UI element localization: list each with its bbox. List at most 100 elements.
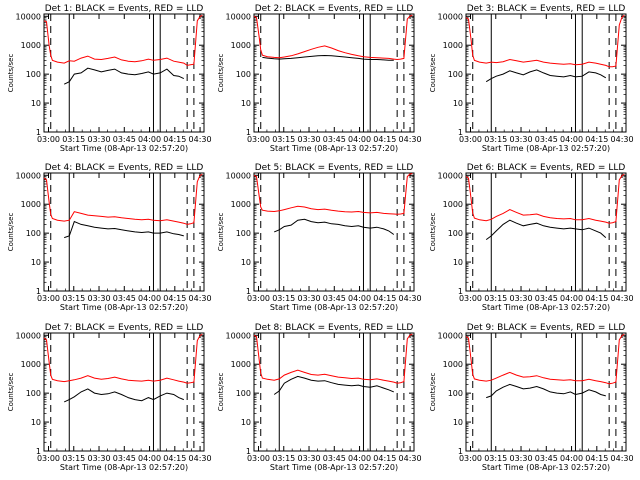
y-tick-label: 10000 bbox=[438, 171, 463, 180]
panel-det-9: Det 9: BLACK = Events, RED = LLD 1 10 100 10… bbox=[429, 323, 634, 472]
x-tick-label: 03:45 bbox=[323, 454, 346, 463]
y-tick-label: 100 bbox=[236, 229, 251, 238]
x-axis-title: Start Time (08-Apr-13 02:57:20) bbox=[270, 144, 398, 153]
y-axis-title: Counts/sec bbox=[7, 373, 15, 412]
x-tick-label: 04:15 bbox=[163, 294, 186, 303]
x-tick-label: 03:30 bbox=[509, 454, 532, 463]
y-tick-label: 1000 bbox=[21, 41, 41, 50]
series-lld-line bbox=[43, 333, 203, 384]
y-tick-label: 1000 bbox=[231, 360, 251, 369]
y-axis-title: Counts/sec bbox=[429, 54, 437, 93]
x-tick-label: 04:00 bbox=[348, 454, 371, 463]
series-events-line bbox=[262, 54, 394, 61]
x-tick-label: 03:45 bbox=[113, 294, 136, 303]
x-tick-label: 04:00 bbox=[560, 135, 583, 144]
x-tick-label: 03:00 bbox=[37, 294, 60, 303]
panel-det-1: Det 1: BLACK = Events, RED = LLD 1 10 100 10… bbox=[7, 4, 212, 153]
y-tick-label: 10000 bbox=[16, 171, 41, 180]
panel-title: Det 1: BLACK = Events, RED = LLD bbox=[45, 4, 204, 14]
series-events-line bbox=[274, 218, 395, 235]
x-axis-title: Start Time (08-Apr-13 02:57:20) bbox=[482, 303, 610, 312]
x-axis-title: Start Time (08-Apr-13 02:57:20) bbox=[60, 303, 188, 312]
x-tick-label: 03:15 bbox=[62, 454, 85, 463]
series-events-line bbox=[485, 69, 607, 83]
panel-det-8: Det 8: BLACK = Events, RED = LLD 1 10 100 10… bbox=[217, 323, 422, 472]
panel-det-3: Det 3: BLACK = Events, RED = LLD 1 10 100 10… bbox=[429, 4, 634, 153]
x-tick-label: 03:15 bbox=[484, 294, 507, 303]
x-axis-title: Start Time (08-Apr-13 02:57:20) bbox=[482, 463, 610, 472]
x-tick-label: 04:15 bbox=[163, 454, 186, 463]
y-tick-label: 10 bbox=[241, 418, 251, 427]
x-tick-label: 04:00 bbox=[138, 135, 161, 144]
series-events-line bbox=[64, 220, 184, 239]
x-tick-label: 04:15 bbox=[373, 135, 396, 144]
x-tick-label: 03:15 bbox=[484, 454, 507, 463]
panel-title: Det 2: BLACK = Events, RED = LLD bbox=[255, 4, 414, 14]
y-tick-label: 1000 bbox=[443, 41, 463, 50]
y-axis-title: Counts/sec bbox=[7, 54, 15, 93]
y-tick-label: 10000 bbox=[226, 331, 251, 340]
series-events-line bbox=[273, 375, 394, 395]
x-axis-title: Start Time (08-Apr-13 02:57:20) bbox=[482, 144, 610, 153]
y-tick-label: 10 bbox=[453, 418, 463, 427]
y-tick-label: 1 bbox=[458, 287, 463, 296]
series-lld-line bbox=[465, 173, 625, 224]
x-tick-label: 04:30 bbox=[399, 294, 422, 303]
x-tick-label: 04:00 bbox=[348, 294, 371, 303]
series-events-line bbox=[485, 219, 607, 241]
panel-det-5: Det 5: BLACK = Events, RED = LLD 1 10 100 10… bbox=[217, 163, 422, 312]
panel-det-4: Det 4: BLACK = Events, RED = LLD 1 10 100 10… bbox=[7, 163, 212, 312]
x-tick-label: 04:30 bbox=[611, 454, 634, 463]
series-lld-line bbox=[465, 14, 625, 68]
x-tick-label: 04:15 bbox=[373, 294, 396, 303]
y-tick-label: 100 bbox=[448, 389, 463, 398]
x-tick-label: 03:30 bbox=[297, 294, 320, 303]
y-tick-label: 1000 bbox=[21, 200, 41, 209]
y-tick-label: 10000 bbox=[226, 171, 251, 180]
x-axis-title: Start Time (08-Apr-13 02:57:20) bbox=[270, 463, 398, 472]
x-tick-label: 04:15 bbox=[373, 454, 396, 463]
plot-frame bbox=[465, 172, 627, 292]
x-tick-label: 04:30 bbox=[189, 294, 212, 303]
x-tick-label: 04:30 bbox=[189, 135, 212, 144]
x-tick-label: 03:45 bbox=[323, 135, 346, 144]
y-tick-label: 1 bbox=[458, 128, 463, 137]
x-tick-label: 04:00 bbox=[560, 454, 583, 463]
y-tick-label: 10 bbox=[453, 258, 463, 267]
x-tick-label: 03:30 bbox=[87, 294, 110, 303]
y-axis-title: Counts/sec bbox=[217, 213, 225, 252]
x-tick-label: 03:45 bbox=[113, 135, 136, 144]
series-events-line bbox=[486, 383, 606, 399]
x-tick-label: 03:00 bbox=[247, 294, 270, 303]
x-tick-label: 04:30 bbox=[611, 294, 634, 303]
y-tick-label: 1 bbox=[36, 287, 41, 296]
y-tick-label: 10 bbox=[453, 99, 463, 108]
plot-frame bbox=[465, 13, 627, 133]
series-events-line bbox=[63, 388, 184, 403]
x-tick-label: 03:45 bbox=[323, 294, 346, 303]
x-tick-label: 03:00 bbox=[459, 294, 482, 303]
x-tick-label: 03:45 bbox=[535, 135, 558, 144]
panel-det-2: Det 2: BLACK = Events, RED = LLD 1 10 100 10… bbox=[217, 4, 422, 153]
y-axis-title: Counts/sec bbox=[429, 373, 437, 412]
x-tick-label: 03:30 bbox=[509, 294, 532, 303]
plot-frame bbox=[465, 332, 627, 452]
x-tick-label: 03:00 bbox=[37, 454, 60, 463]
x-tick-label: 04:15 bbox=[585, 135, 608, 144]
y-tick-label: 10000 bbox=[16, 331, 41, 340]
y-tick-label: 1000 bbox=[21, 360, 41, 369]
x-tick-label: 03:00 bbox=[459, 454, 482, 463]
x-tick-label: 03:30 bbox=[297, 135, 320, 144]
x-tick-label: 03:00 bbox=[37, 135, 60, 144]
x-tick-label: 04:15 bbox=[585, 454, 608, 463]
y-tick-label: 100 bbox=[236, 389, 251, 398]
y-tick-label: 10000 bbox=[16, 12, 41, 21]
x-tick-label: 03:15 bbox=[272, 454, 295, 463]
panel-title: Det 5: BLACK = Events, RED = LLD bbox=[255, 163, 414, 173]
series-lld-line bbox=[253, 173, 413, 215]
x-tick-label: 04:30 bbox=[399, 135, 422, 144]
y-tick-label: 10 bbox=[241, 99, 251, 108]
x-tick-label: 04:15 bbox=[585, 294, 608, 303]
x-tick-label: 03:30 bbox=[297, 454, 320, 463]
